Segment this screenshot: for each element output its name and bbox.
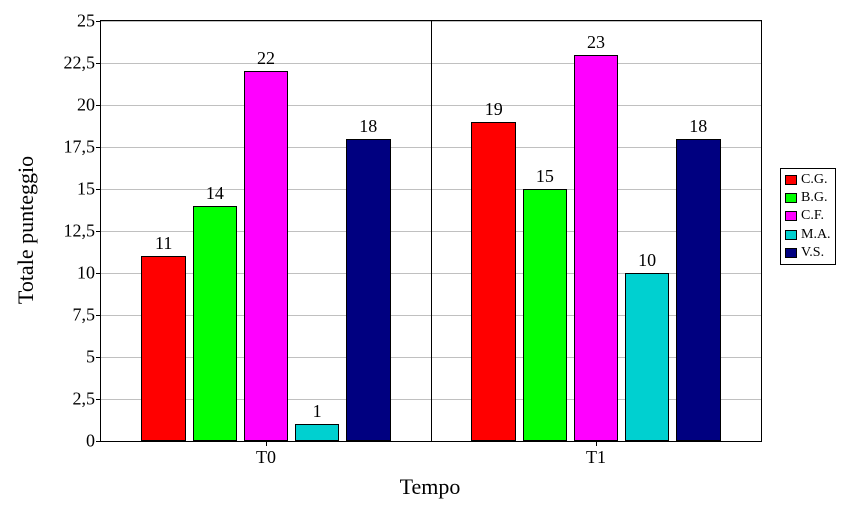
legend-item: C.G. — [785, 171, 831, 189]
bar-value-label: 23 — [587, 32, 605, 53]
bar — [676, 139, 721, 441]
y-tick-label: 25 — [77, 11, 101, 32]
x-tick-label: T0 — [256, 441, 276, 468]
legend-swatch — [785, 230, 797, 240]
y-tick-label: 12,5 — [64, 221, 102, 242]
bar-value-label: 22 — [257, 48, 275, 69]
bar — [471, 122, 516, 441]
legend-label: V.S. — [801, 244, 824, 262]
chart-container: 0 2,5 5 7,5 10 12,5 15 17,5 20 22,5 25 T0 11 14 22 1 18 T… — [0, 0, 866, 528]
bar-value-label: 14 — [206, 183, 224, 204]
x-axis-title: Tempo — [400, 474, 461, 500]
y-axis-title: Totale punteggio — [13, 156, 39, 304]
bar-value-label: 11 — [155, 233, 172, 254]
legend: C.G.B.G.C.F.M.A.V.S. — [780, 168, 836, 265]
y-tick-label: 7,5 — [73, 305, 102, 326]
bar — [625, 273, 670, 441]
bar — [295, 424, 340, 441]
legend-label: B.G. — [801, 189, 827, 207]
bar-value-label: 1 — [313, 401, 322, 422]
legend-item: B.G. — [785, 189, 831, 207]
group-separator — [431, 21, 432, 441]
bar — [141, 256, 186, 441]
y-tick-label: 0 — [86, 431, 101, 452]
legend-swatch — [785, 211, 797, 221]
legend-label: M.A. — [801, 226, 831, 244]
bar — [574, 55, 619, 441]
legend-item: M.A. — [785, 226, 831, 244]
bar — [346, 139, 391, 441]
y-tick-label: 2,5 — [73, 389, 102, 410]
y-tick-label: 10 — [77, 263, 101, 284]
legend-swatch — [785, 175, 797, 185]
y-tick-label: 5 — [86, 347, 101, 368]
plot-area: 02,557,51012,51517,52022,525T0111422118T… — [100, 20, 762, 442]
legend-swatch — [785, 248, 797, 258]
bar-value-label: 18 — [689, 116, 707, 137]
bar-value-label: 10 — [638, 250, 656, 271]
y-tick-label: 22,5 — [64, 53, 102, 74]
y-tick-label: 20 — [77, 95, 101, 116]
bar — [244, 71, 289, 441]
bar — [523, 189, 568, 441]
bar-value-label: 19 — [485, 99, 503, 120]
legend-label: C.G. — [801, 171, 827, 189]
legend-item: C.F. — [785, 207, 831, 225]
x-tick-label: T1 — [586, 441, 606, 468]
legend-swatch — [785, 193, 797, 203]
legend-label: C.F. — [801, 207, 824, 225]
bar-value-label: 15 — [536, 166, 554, 187]
bar-value-label: 18 — [359, 116, 377, 137]
y-tick-label: 15 — [77, 179, 101, 200]
bar — [193, 206, 238, 441]
legend-item: V.S. — [785, 244, 831, 262]
y-tick-label: 17,5 — [64, 137, 102, 158]
